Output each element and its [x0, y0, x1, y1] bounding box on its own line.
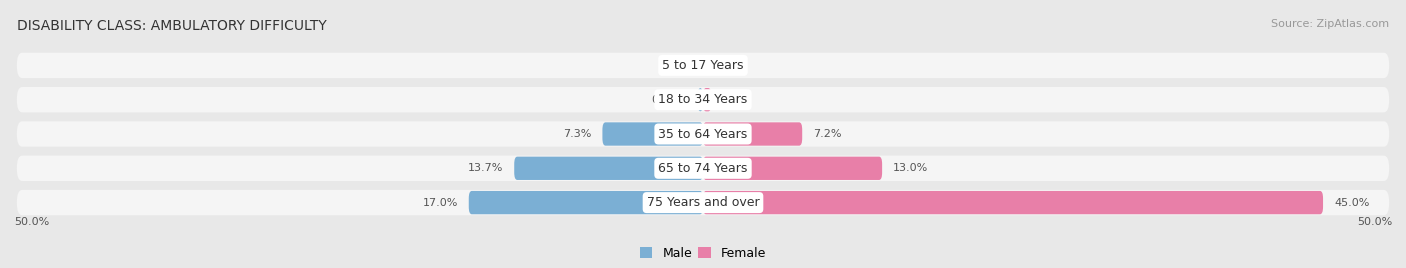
FancyBboxPatch shape — [602, 122, 703, 146]
Text: 7.3%: 7.3% — [562, 129, 592, 139]
Text: 17.0%: 17.0% — [422, 198, 458, 208]
Text: Source: ZipAtlas.com: Source: ZipAtlas.com — [1271, 19, 1389, 29]
Text: 13.7%: 13.7% — [468, 163, 503, 173]
Text: DISABILITY CLASS: AMBULATORY DIFFICULTY: DISABILITY CLASS: AMBULATORY DIFFICULTY — [17, 19, 326, 33]
Text: 18 to 34 Years: 18 to 34 Years — [658, 93, 748, 106]
FancyBboxPatch shape — [703, 88, 711, 111]
FancyBboxPatch shape — [697, 88, 703, 111]
Text: 45.0%: 45.0% — [1334, 198, 1369, 208]
Text: 0.39%: 0.39% — [651, 95, 686, 105]
Text: 0.0%: 0.0% — [714, 60, 742, 70]
Text: 13.0%: 13.0% — [893, 163, 928, 173]
Text: 7.2%: 7.2% — [813, 129, 842, 139]
Text: 50.0%: 50.0% — [14, 217, 49, 227]
FancyBboxPatch shape — [17, 156, 1389, 181]
Text: 0.6%: 0.6% — [723, 95, 751, 105]
Text: 0.0%: 0.0% — [664, 60, 692, 70]
Text: 5 to 17 Years: 5 to 17 Years — [662, 59, 744, 72]
Text: 50.0%: 50.0% — [1357, 217, 1392, 227]
FancyBboxPatch shape — [515, 157, 703, 180]
FancyBboxPatch shape — [17, 53, 1389, 78]
FancyBboxPatch shape — [468, 191, 703, 214]
FancyBboxPatch shape — [703, 191, 1323, 214]
FancyBboxPatch shape — [703, 157, 882, 180]
Text: 65 to 74 Years: 65 to 74 Years — [658, 162, 748, 175]
Text: 35 to 64 Years: 35 to 64 Years — [658, 128, 748, 140]
FancyBboxPatch shape — [17, 190, 1389, 215]
Text: 75 Years and over: 75 Years and over — [647, 196, 759, 209]
Legend: Male, Female: Male, Female — [636, 242, 770, 265]
FancyBboxPatch shape — [17, 121, 1389, 147]
FancyBboxPatch shape — [17, 87, 1389, 112]
FancyBboxPatch shape — [703, 122, 803, 146]
